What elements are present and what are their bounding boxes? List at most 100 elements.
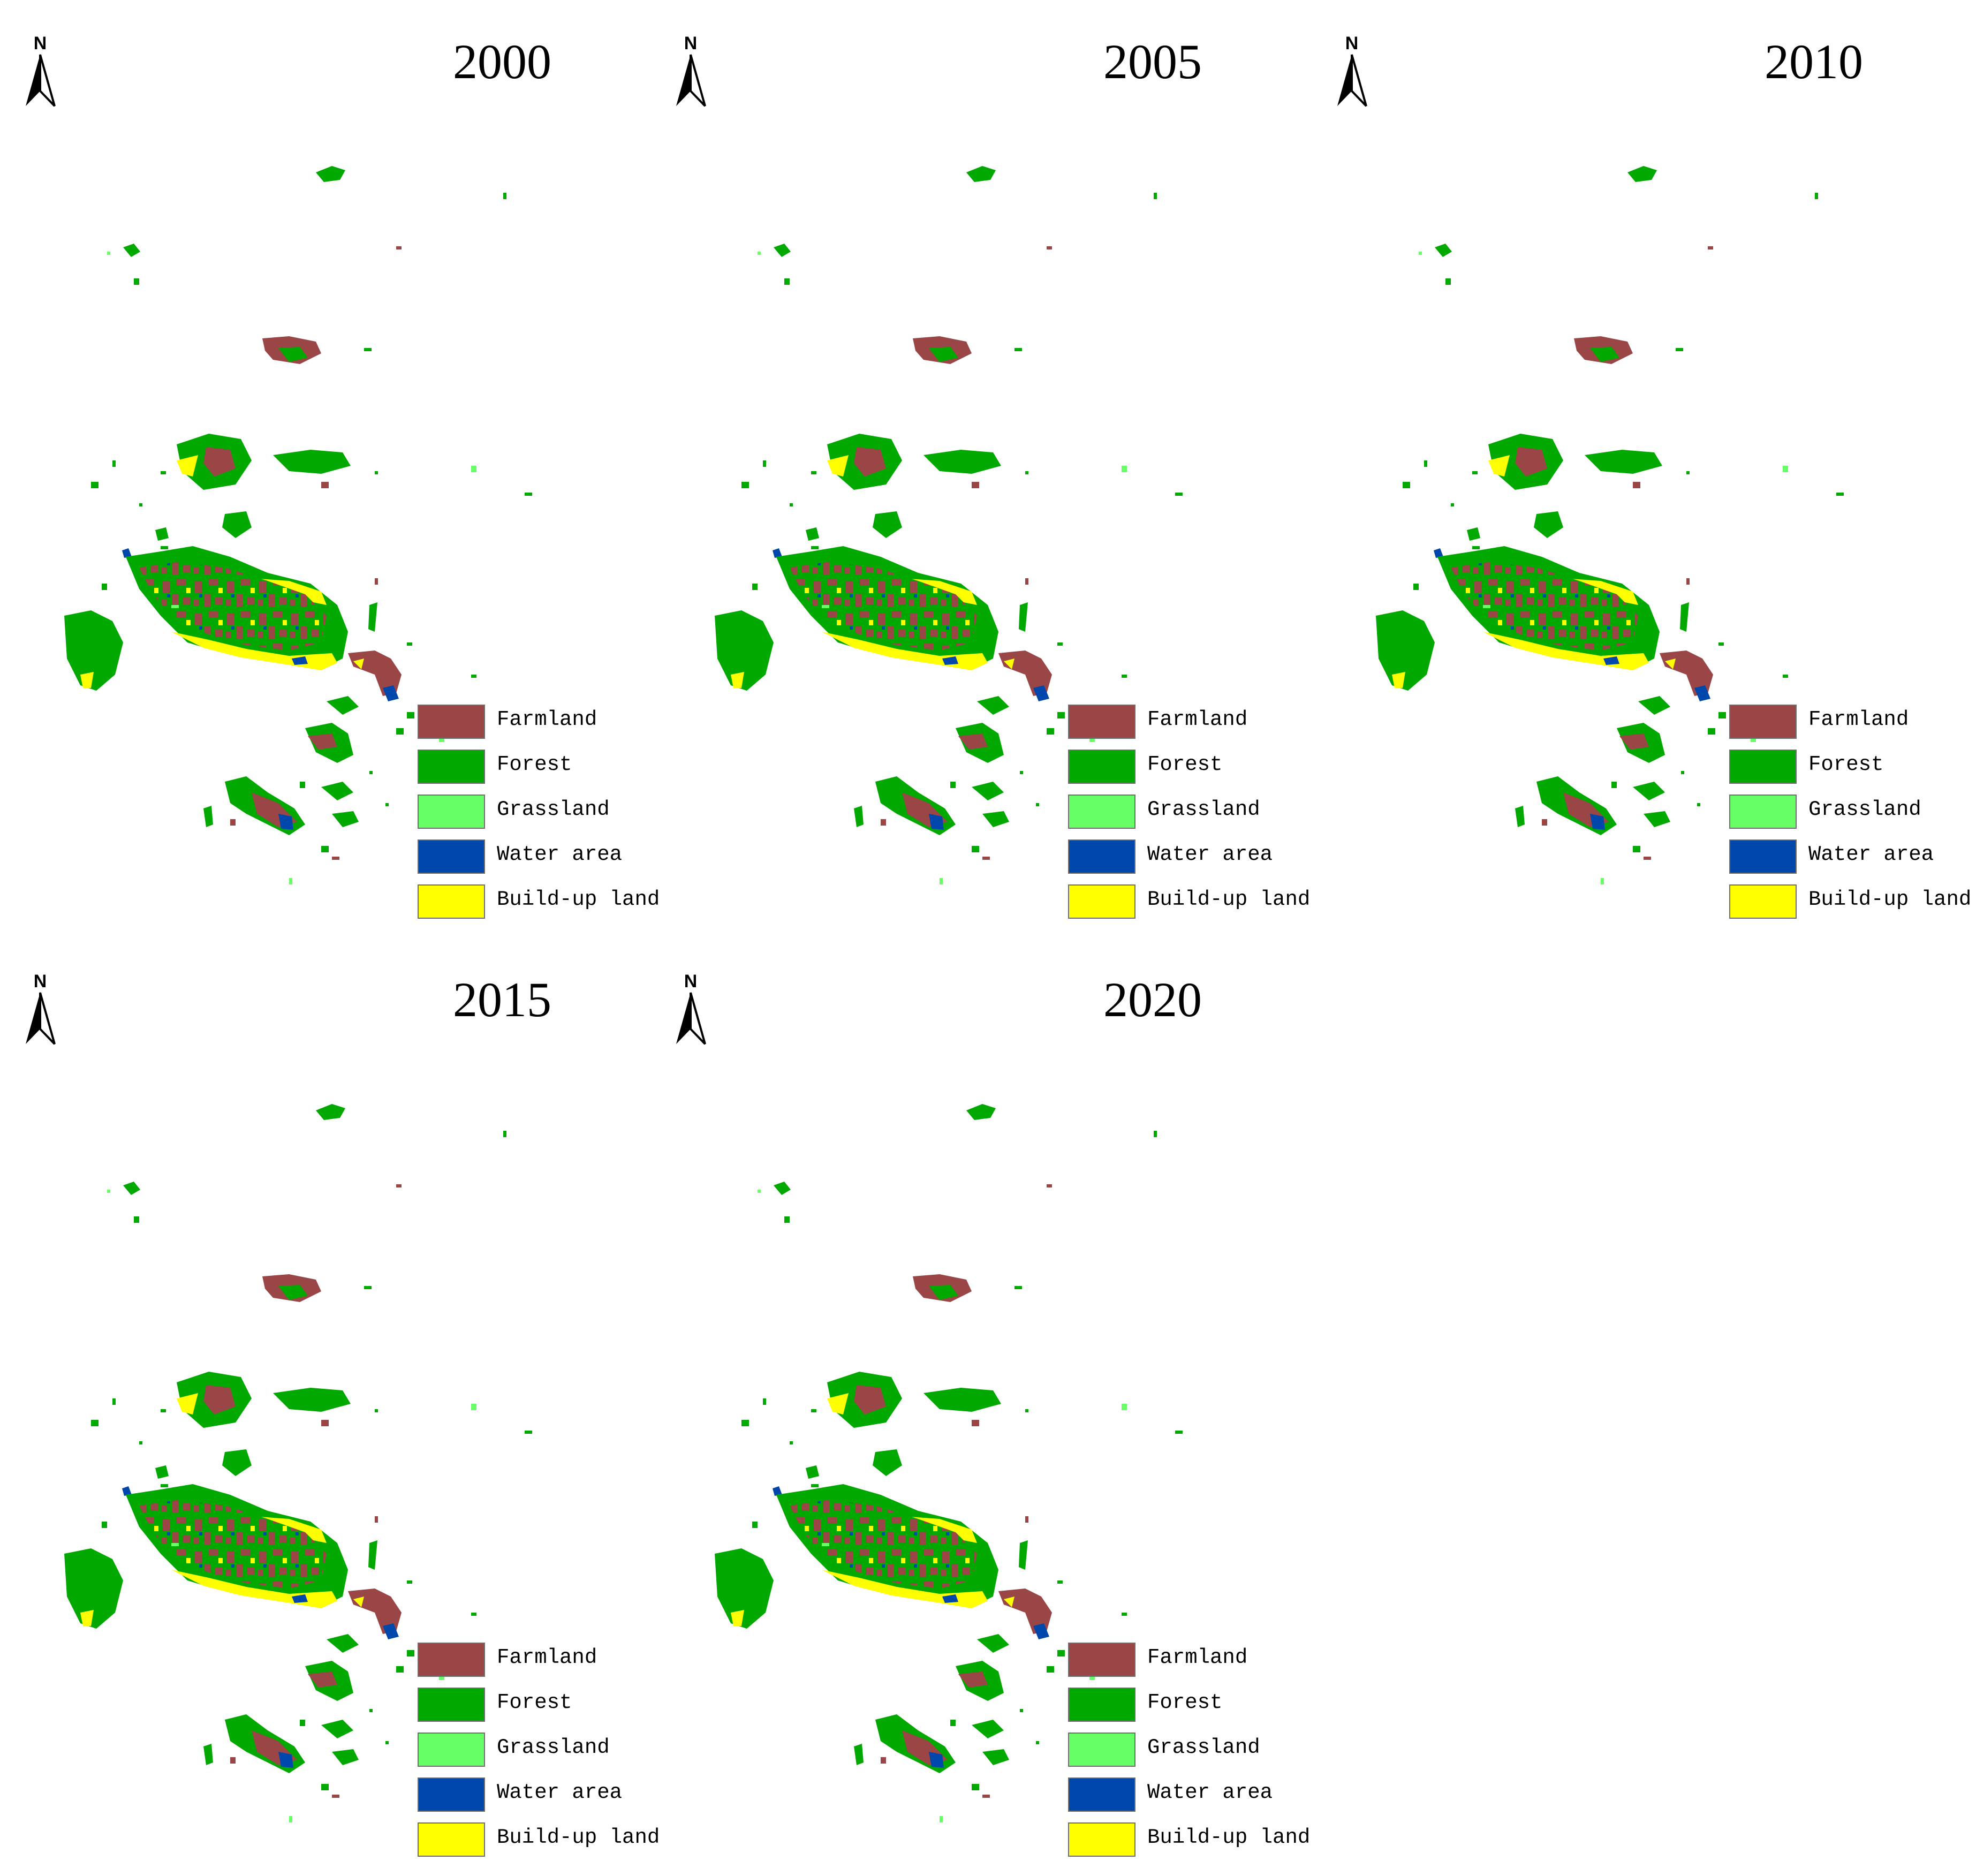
water-patch [292, 1594, 308, 1603]
legend-swatch [418, 884, 485, 919]
legend-swatch [1068, 1822, 1135, 1857]
land-speck [171, 605, 179, 608]
land-speck [230, 1757, 236, 1764]
land-speck [1708, 246, 1713, 249]
land-speck [375, 578, 378, 585]
forest-patch [1019, 1540, 1028, 1570]
farmland-forest-mosaic [1451, 562, 1638, 650]
land-speck [784, 1216, 790, 1223]
forest-patch [123, 244, 140, 257]
land-use-map [64, 1104, 532, 1822]
forest-patch [966, 1104, 996, 1120]
forest-patch [273, 1388, 351, 1412]
legend-swatch [1729, 750, 1797, 784]
water-patch [383, 1623, 399, 1639]
land-speck [1611, 782, 1617, 788]
legend-label: Build-up land [1147, 1826, 1311, 1849]
land-speck [950, 1720, 956, 1726]
map-year-title: 2005 [1103, 34, 1202, 89]
land-speck [385, 1741, 389, 1744]
farmland-patch [958, 733, 988, 750]
land-speck [1783, 466, 1788, 472]
forest-patch [155, 1465, 169, 1479]
legend-label: Build-up land [1808, 888, 1972, 911]
forest-patch [715, 610, 774, 691]
buildup-patch [80, 1610, 94, 1626]
legend-swatch [418, 750, 485, 784]
land-speck [758, 1190, 761, 1193]
land-speck [1392, 642, 1395, 649]
land-speck [112, 460, 116, 467]
land-speck [1633, 846, 1640, 852]
land-speck [881, 819, 886, 826]
forest-patch [1680, 602, 1689, 632]
legend-label: Forest [1147, 1691, 1223, 1714]
legend-swatch [1068, 1643, 1135, 1677]
buildup-patch [1004, 1597, 1015, 1607]
land-speck [741, 482, 749, 488]
forest-patch [806, 1465, 819, 1479]
land-speck [1708, 728, 1715, 735]
farmland-patch [203, 1385, 236, 1414]
land-speck [1089, 739, 1095, 742]
farmland-forest-mosaic [139, 1500, 327, 1588]
land-speck [1718, 712, 1726, 718]
land-speck [439, 739, 444, 742]
land-speck [1057, 1580, 1063, 1584]
land-speck [369, 1709, 373, 1712]
land-speck [1036, 1741, 1039, 1744]
forest-patch [203, 1744, 213, 1765]
map-year-title: 2010 [1765, 34, 1863, 89]
land-speck [1122, 675, 1127, 678]
legend-label: Water area [1147, 843, 1273, 866]
forest-patch [774, 1182, 791, 1195]
land-speck [731, 642, 734, 649]
land-speck [396, 1666, 404, 1673]
land-speck [161, 1484, 168, 1487]
land-speck [396, 728, 404, 735]
legend-swatch [1729, 884, 1797, 919]
forest-patch [774, 244, 791, 257]
water-patch [942, 1594, 958, 1603]
forest-patch [972, 782, 1004, 800]
land-speck [940, 878, 943, 884]
legend-swatch [1068, 839, 1135, 874]
buildup-patch [1665, 659, 1676, 669]
forest-patch [1627, 166, 1657, 182]
land-speck [1472, 546, 1480, 549]
forest-patch [1376, 610, 1435, 691]
land-speck [1686, 578, 1690, 585]
buildup-patch [353, 1597, 364, 1607]
land-speck [1036, 803, 1039, 806]
forest-patch [321, 1720, 353, 1738]
land-speck [321, 1784, 329, 1790]
map-year-title: 2000 [453, 34, 551, 89]
land-speck [1047, 1666, 1054, 1673]
land-speck [752, 584, 758, 590]
land-speck [811, 471, 816, 474]
land-speck [1472, 471, 1478, 474]
land-speck [289, 1816, 292, 1822]
forest-patch [929, 347, 958, 362]
land-speck [1015, 348, 1022, 351]
legend-swatch [1068, 884, 1135, 919]
legend-swatch [418, 1688, 485, 1722]
legend-swatch [418, 795, 485, 829]
land-speck [107, 1190, 110, 1193]
forest-patch [1019, 602, 1028, 632]
north-arrow-icon: N [1337, 33, 1367, 107]
legend-swatch [418, 1777, 485, 1812]
land-speck [1783, 675, 1788, 678]
land-speck [396, 246, 402, 249]
land-speck [1751, 739, 1756, 742]
legend-label: Grassland [497, 798, 610, 821]
forest-patch [982, 1749, 1009, 1765]
forest-patch [923, 1388, 1001, 1412]
land-speck [763, 1398, 766, 1405]
land-speck [369, 771, 373, 774]
buildup-patch [80, 672, 94, 688]
land-speck [375, 1409, 378, 1412]
map-panel-2005: N 2005 Farmland Forest Grassland Water area… [650, 0, 1310, 937]
legend-label: Grassland [1147, 1736, 1260, 1759]
water-patch [929, 1752, 944, 1768]
